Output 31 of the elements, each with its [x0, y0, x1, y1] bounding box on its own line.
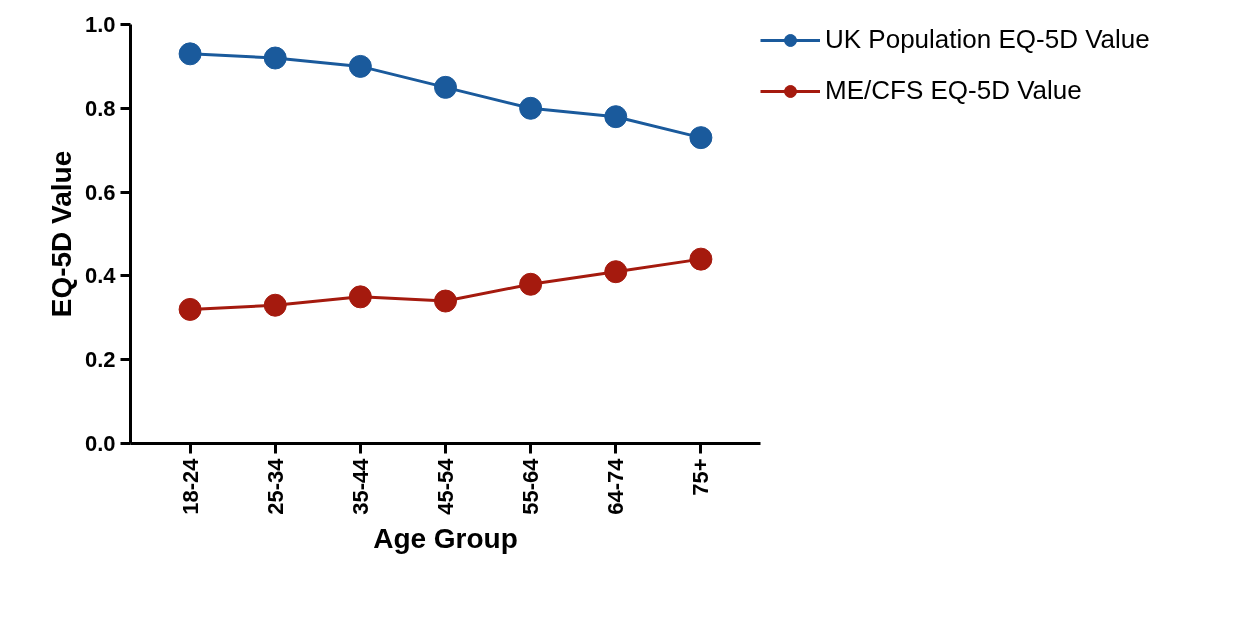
point — [263, 46, 287, 70]
point — [519, 272, 543, 296]
x-tick-label: 18-24 — [177, 457, 203, 515]
x-tick-label: 64-74 — [603, 457, 629, 515]
point — [434, 75, 457, 99]
y-tick-label: 0.2 — [84, 347, 116, 373]
point — [263, 293, 287, 317]
y-tick-label: 0.6 — [84, 179, 116, 205]
y-axis-title: EQ-5D Value — [45, 150, 77, 318]
x-tick-label: 35-44 — [347, 457, 373, 515]
point — [604, 105, 628, 129]
y-tick-label: 0.0 — [84, 431, 116, 456]
x-tick-label: 25-34 — [262, 457, 288, 515]
x-tick-label: 45-54 — [433, 457, 458, 515]
y-tick-label: 0.8 — [84, 95, 116, 121]
x-tick-label: 55-64 — [518, 457, 544, 515]
point — [604, 260, 628, 284]
point — [519, 96, 543, 120]
legend-label: UK Population EQ-5D Value — [825, 24, 1150, 55]
point — [348, 54, 372, 78]
y-tick-label: 0.4 — [84, 263, 117, 289]
legend-label: ME/CFS EQ-5D Value — [825, 75, 1082, 106]
point — [689, 126, 713, 150]
point — [689, 247, 713, 271]
x-tick-label: 75+ — [688, 458, 714, 496]
point — [178, 297, 202, 321]
point — [348, 285, 372, 309]
y-tick-label: 1.0 — [84, 12, 116, 37]
x-axis-title: Age Group — [373, 522, 518, 554]
point — [178, 42, 202, 66]
point — [434, 289, 457, 313]
